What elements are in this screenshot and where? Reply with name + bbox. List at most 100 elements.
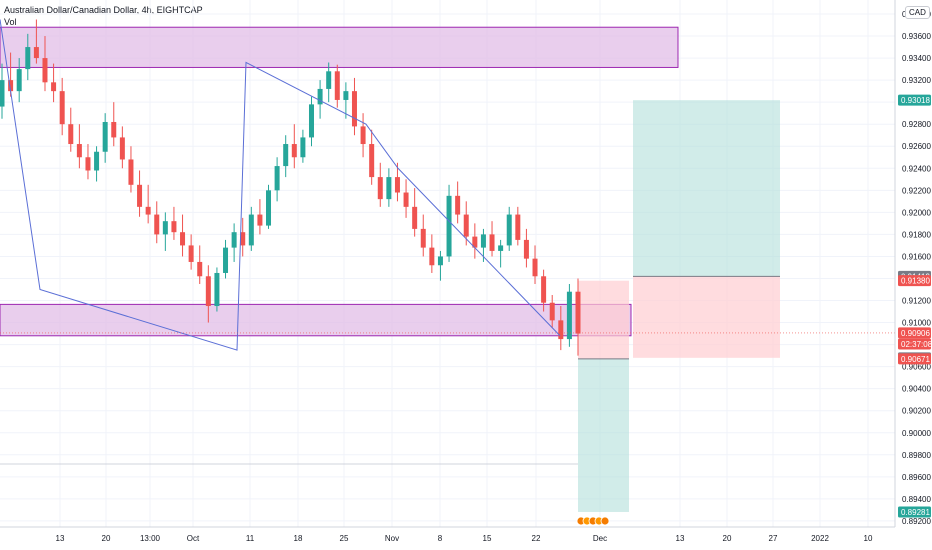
candle-body — [420, 228, 426, 248]
y-tick-label: 0.91200 — [902, 297, 931, 306]
x-tick-label: 20 — [723, 534, 732, 543]
candle-body — [42, 58, 48, 83]
y-tick-label: 0.90600 — [902, 363, 931, 372]
y-tick-label: 0.90400 — [902, 385, 931, 394]
candle-body — [558, 320, 564, 340]
short-target-box — [578, 358, 629, 512]
price-tags: 0.930180.914190.913800.9090602:37:080.90… — [898, 94, 932, 518]
y-tick-label: 0.91000 — [902, 319, 931, 328]
candle-body — [326, 71, 332, 89]
candle-body — [343, 91, 349, 100]
candle-body — [33, 47, 39, 59]
price-tag-label: 02:37:08 — [901, 340, 932, 349]
candle-body — [59, 91, 65, 125]
price-tag-box — [898, 338, 931, 350]
candle-body — [197, 261, 203, 277]
candle-body — [523, 239, 529, 259]
long-target-box — [633, 100, 780, 277]
y-tick-label: 0.93200 — [902, 76, 931, 85]
candle-body — [51, 82, 57, 92]
price-tag-label: 0.93018 — [901, 96, 930, 105]
x-tick-label: 10 — [864, 534, 873, 543]
candle-body — [549, 302, 555, 321]
candle-body — [76, 144, 82, 158]
candle-body — [412, 206, 418, 229]
candle-body — [240, 232, 246, 246]
y-tick-label: 0.92800 — [902, 120, 931, 129]
x-tick-label: Dec — [593, 534, 607, 543]
long-stop-box — [633, 276, 780, 358]
candle-body — [274, 166, 280, 191]
x-tick-label: 27 — [769, 534, 778, 543]
candle-body — [119, 137, 125, 160]
candle-body — [16, 69, 22, 92]
candle-body — [223, 247, 229, 273]
candle-body — [94, 151, 100, 171]
candle-body — [541, 276, 547, 303]
x-tick-label: 20 — [102, 534, 111, 543]
trendline-zigzag[interactable] — [0, 19, 561, 351]
candle-body — [145, 206, 151, 215]
candle-body — [171, 221, 177, 233]
candle-body — [369, 144, 375, 178]
candle-body — [437, 256, 443, 266]
candle-body — [188, 245, 194, 262]
position-boxes[interactable] — [578, 100, 780, 512]
x-tick-label: Nov — [385, 534, 399, 543]
candle-body — [111, 121, 117, 138]
candle-body — [137, 184, 143, 207]
candle-body — [231, 232, 237, 248]
candle-body — [291, 144, 297, 158]
chart-extras — [0, 332, 895, 526]
candle-body — [257, 214, 263, 226]
candle-body — [489, 234, 495, 251]
symbol-title: Australian Dollar/Canadian Dollar, 4h, E… — [4, 5, 203, 15]
y-tick-label: 0.91800 — [902, 230, 931, 239]
candle-body — [248, 214, 254, 246]
candle-body — [394, 177, 400, 193]
candle-body — [515, 214, 521, 240]
candle-body — [532, 258, 538, 277]
y-tick-label: 0.90200 — [902, 407, 931, 416]
y-tick-label: 0.92600 — [902, 142, 931, 151]
zone-rect — [0, 303, 632, 337]
x-tick-label: 8 — [438, 534, 443, 543]
x-tick-label: 25 — [340, 534, 349, 543]
candle-body — [480, 234, 486, 248]
currency-badge[interactable]: CAD — [905, 6, 930, 19]
x-tick-label: 22 — [532, 534, 541, 543]
candle-body — [85, 157, 91, 171]
event-marker — [600, 516, 610, 526]
candle-body — [0, 80, 5, 107]
candle-body — [317, 88, 323, 105]
time-axis[interactable]: 13 20 13:00 Oct 11 18 25 Nov 8 15 22 Dec 13 20 27 2022 1… — [0, 526, 895, 543]
y-tick-label: 0.89600 — [902, 473, 931, 482]
volume-label: Vol — [4, 17, 17, 27]
price-tag-box — [898, 275, 931, 287]
candle-body — [180, 232, 186, 246]
price-tag-label: 0.90906 — [901, 329, 930, 338]
candle-body — [25, 47, 31, 70]
y-tick-label: 0.92200 — [902, 186, 931, 195]
price-axis[interactable]: 0.938000.936000.934000.932000.930000.928… — [894, 0, 931, 527]
zone-rect — [0, 26, 679, 68]
candle-body — [102, 121, 108, 152]
candle-body — [214, 272, 220, 307]
candle-body — [386, 177, 392, 200]
price-tag-label: 0.91380 — [901, 277, 930, 286]
candle-body — [377, 177, 383, 200]
candle-body — [498, 245, 504, 251]
candle-body — [266, 190, 272, 226]
y-tick-label: 0.89400 — [902, 495, 931, 504]
trend-zigzag — [0, 19, 561, 351]
candle-body — [575, 291, 581, 334]
price-tag-box — [898, 327, 931, 339]
y-tick-label: 0.92000 — [902, 208, 931, 217]
candle-body — [351, 91, 357, 127]
price-tag-box — [898, 94, 931, 106]
x-tick-label: 15 — [483, 534, 492, 543]
x-tick-label: 2022 — [811, 534, 829, 543]
y-tick-label: 0.93400 — [902, 54, 931, 63]
candle-body — [205, 276, 211, 307]
